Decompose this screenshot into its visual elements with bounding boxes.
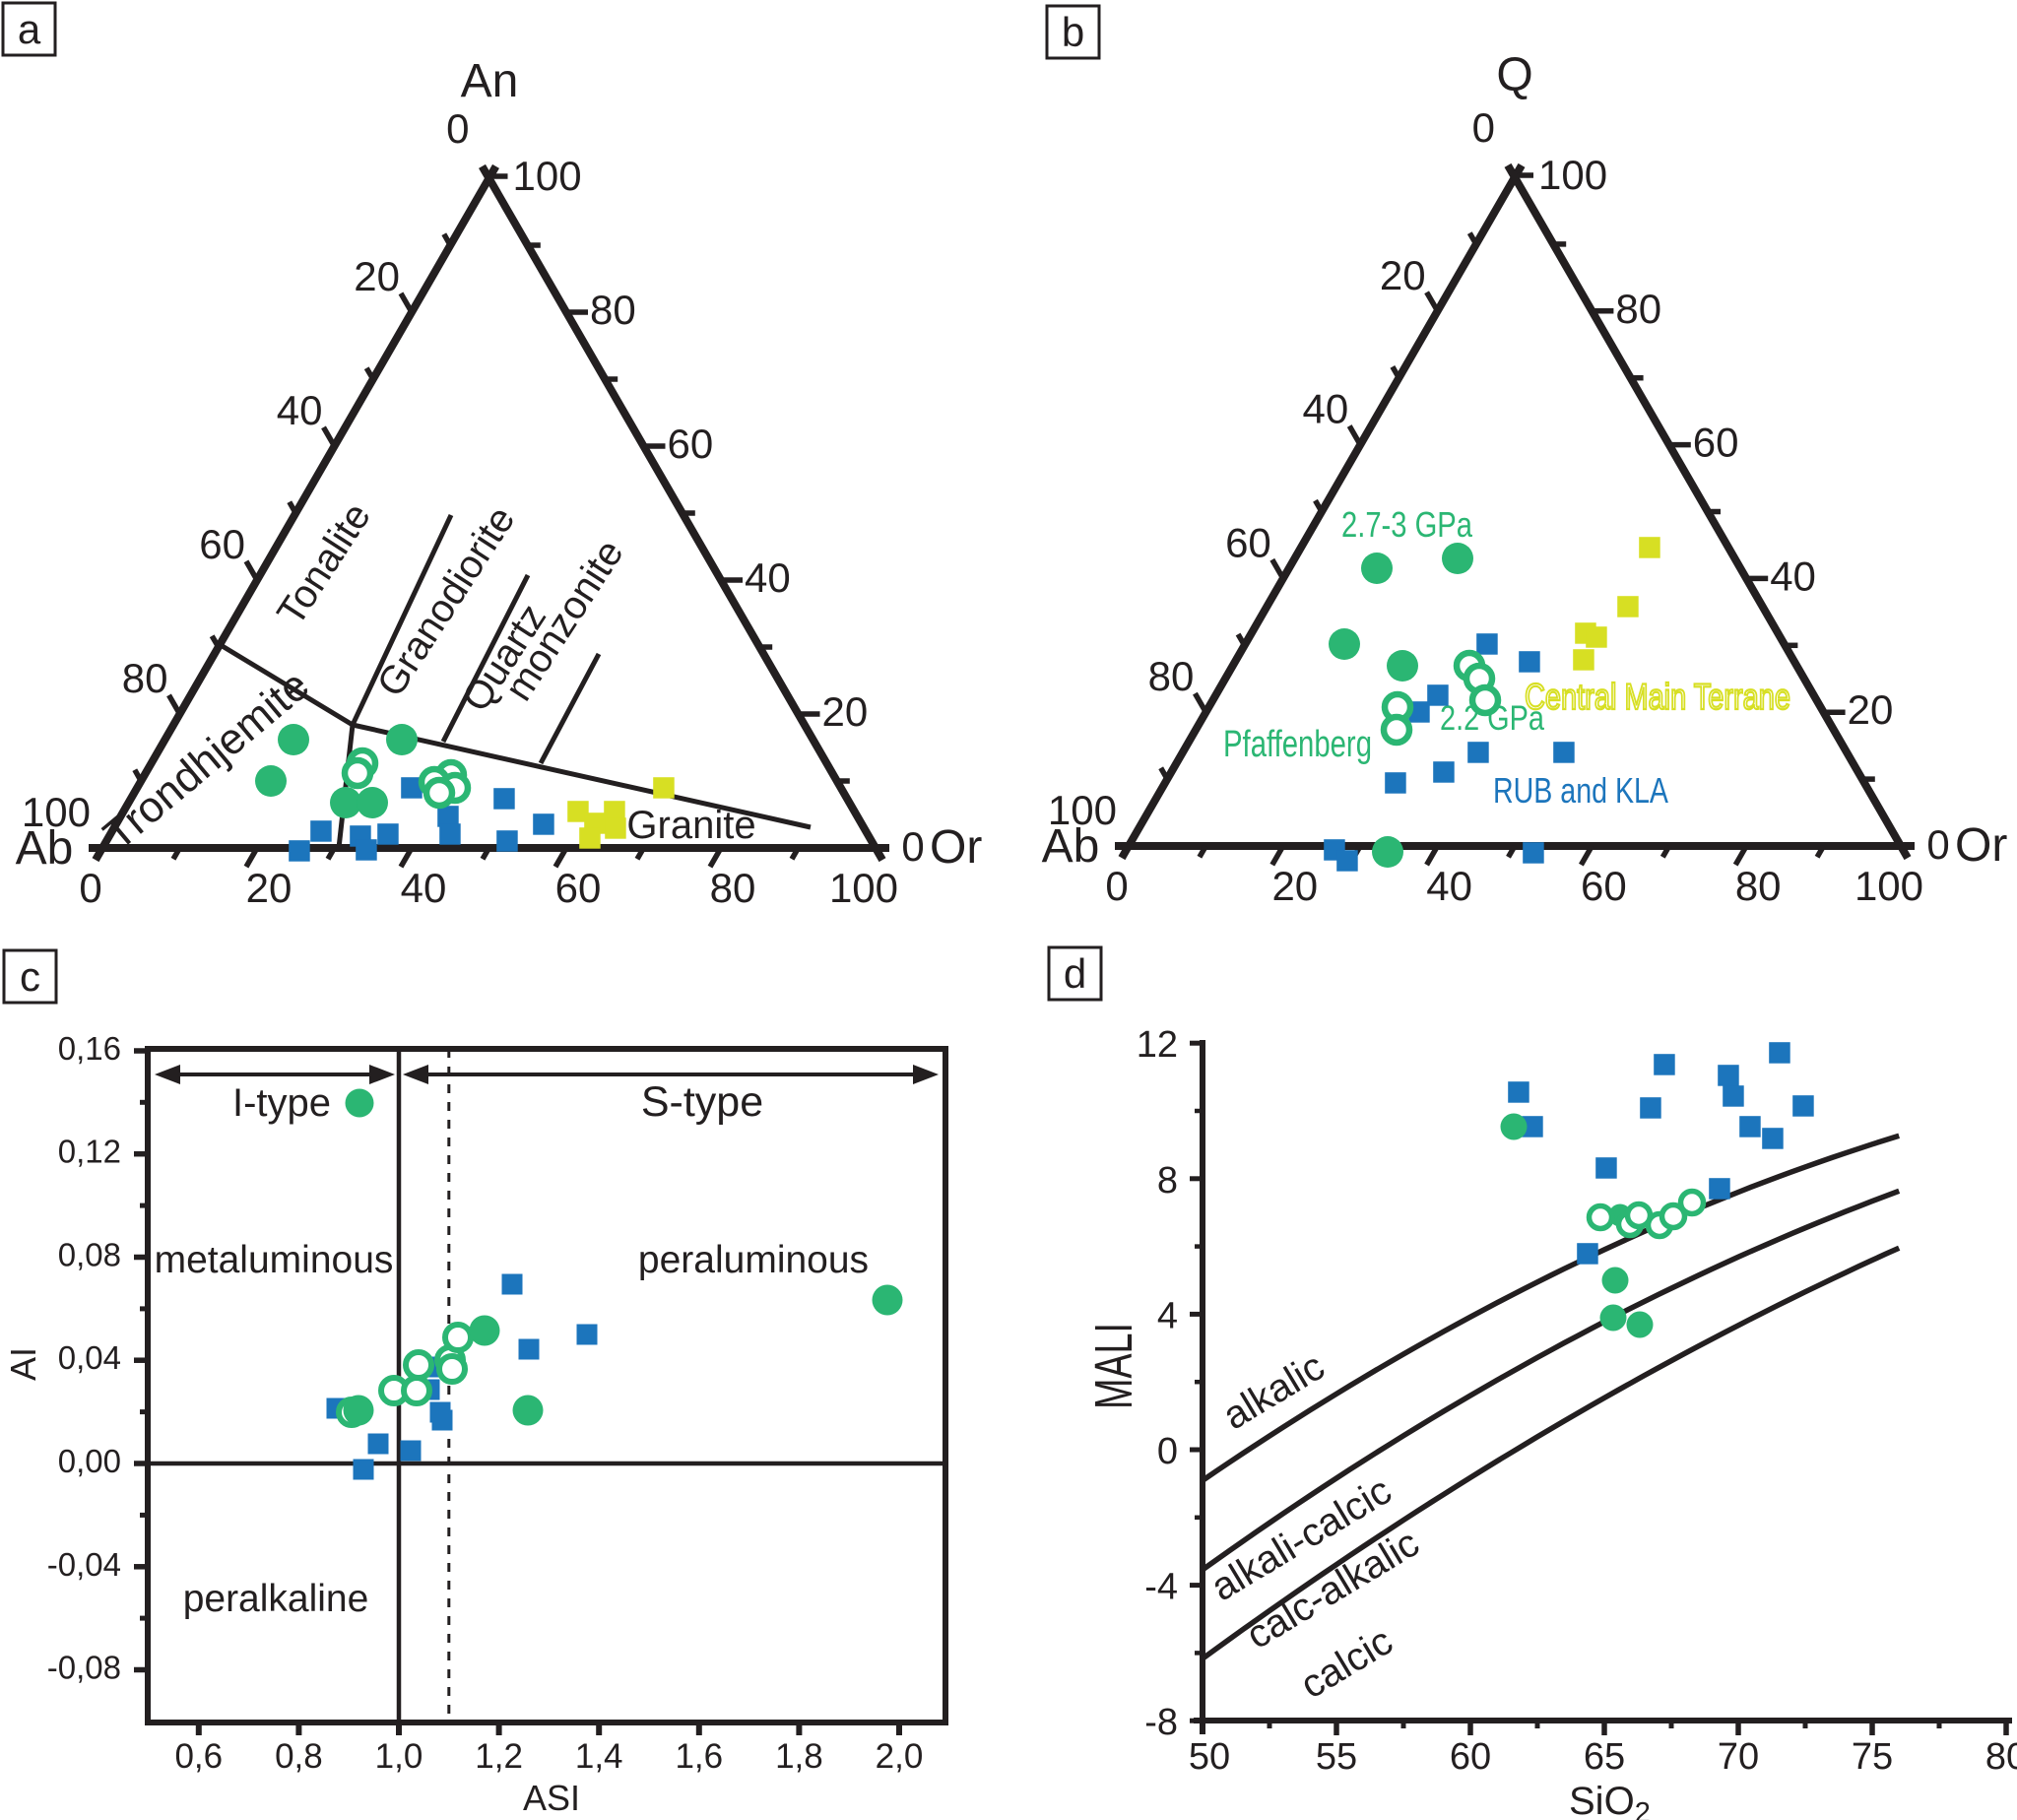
svg-text:RUB and KLA: RUB and KLA [1493, 770, 1668, 811]
svg-text:Central Main Terrane: Central Main Terrane [1525, 677, 1790, 717]
svg-text:8: 8 [1157, 1160, 1178, 1202]
svg-text:1,6: 1,6 [675, 1737, 723, 1776]
svg-text:80: 80 [1148, 653, 1195, 699]
svg-text:MALI: MALI [1084, 1323, 1143, 1409]
svg-text:0: 0 [1157, 1431, 1178, 1472]
svg-text:0: 0 [79, 865, 101, 911]
svg-text:0: 0 [1926, 821, 1949, 868]
svg-text:60: 60 [1581, 863, 1627, 909]
svg-text:ASI: ASI [523, 1778, 580, 1818]
svg-text:1,0: 1,0 [375, 1737, 423, 1776]
svg-text:60: 60 [668, 421, 714, 467]
svg-text:75: 75 [1852, 1736, 1893, 1778]
svg-text:Or: Or [1955, 819, 2007, 872]
svg-text:100: 100 [1538, 152, 1607, 198]
svg-text:Pfaffenberg: Pfaffenberg [1223, 724, 1372, 765]
svg-text:-4: -4 [1144, 1567, 1178, 1608]
svg-text:55: 55 [1316, 1736, 1357, 1778]
svg-text:100: 100 [1854, 863, 1923, 909]
svg-text:Ab: Ab [1042, 820, 1100, 873]
svg-text:1,2: 1,2 [475, 1737, 523, 1776]
svg-text:0,6: 0,6 [174, 1737, 223, 1776]
svg-text:d: d [1064, 950, 1086, 997]
svg-text:2,0: 2,0 [876, 1737, 924, 1776]
svg-text:-0,04: -0,04 [47, 1546, 121, 1583]
svg-text:60: 60 [199, 521, 245, 567]
svg-text:80: 80 [1735, 863, 1782, 909]
svg-text:0: 0 [1472, 104, 1495, 151]
svg-text:60: 60 [1693, 420, 1739, 466]
svg-text:50: 50 [1189, 1736, 1230, 1778]
svg-text:40: 40 [1302, 386, 1348, 432]
svg-text:Granite: Granite [626, 804, 755, 847]
svg-text:0,12: 0,12 [58, 1134, 121, 1170]
svg-text:60: 60 [1450, 1736, 1491, 1778]
svg-text:80: 80 [1615, 286, 1661, 332]
svg-text:80: 80 [122, 655, 168, 701]
svg-text:40: 40 [277, 387, 323, 433]
svg-text:20: 20 [1380, 252, 1426, 298]
svg-text:80: 80 [710, 865, 756, 911]
svg-text:0: 0 [1105, 863, 1128, 909]
svg-text:AI: AI [3, 1347, 43, 1381]
svg-text:20: 20 [246, 865, 293, 911]
svg-text:-8: -8 [1144, 1702, 1178, 1743]
svg-text:peralkaline: peralkaline [183, 1578, 369, 1620]
svg-text:4: 4 [1157, 1295, 1178, 1336]
svg-text:1,8: 1,8 [775, 1737, 823, 1776]
svg-text:An: An [461, 55, 519, 107]
svg-text:0,00: 0,00 [58, 1443, 121, 1479]
svg-text:40: 40 [745, 554, 791, 601]
svg-text:0,8: 0,8 [275, 1737, 323, 1776]
svg-text:60: 60 [1225, 519, 1271, 565]
svg-text:20: 20 [354, 253, 400, 299]
svg-text:S-type: S-type [641, 1078, 763, 1126]
svg-text:65: 65 [1584, 1736, 1625, 1778]
svg-text:1,4: 1,4 [575, 1737, 623, 1776]
svg-text:20: 20 [1271, 863, 1318, 909]
svg-text:70: 70 [1718, 1736, 1759, 1778]
svg-text:0,16: 0,16 [58, 1030, 121, 1067]
svg-text:20: 20 [1848, 686, 1894, 733]
svg-text:Or: Or [930, 821, 982, 874]
svg-text:12: 12 [1137, 1024, 1178, 1066]
svg-text:40: 40 [1426, 863, 1472, 909]
svg-text:0,04: 0,04 [58, 1339, 121, 1376]
svg-text:I-type: I-type [232, 1081, 331, 1125]
svg-text:metaluminous: metaluminous [155, 1239, 394, 1281]
svg-text:Ab: Ab [16, 822, 74, 875]
svg-text:100: 100 [1048, 787, 1117, 833]
svg-text:0: 0 [446, 105, 469, 152]
svg-text:peraluminous: peraluminous [638, 1239, 869, 1281]
svg-text:-0,08: -0,08 [47, 1650, 121, 1686]
svg-text:b: b [1062, 9, 1084, 55]
svg-text:80: 80 [1985, 1736, 2017, 1778]
svg-text:40: 40 [401, 865, 447, 911]
svg-text:100: 100 [22, 789, 91, 835]
svg-text:2.7-3 GPa: 2.7-3 GPa [1341, 504, 1473, 545]
svg-text:20: 20 [822, 688, 869, 735]
svg-text:100: 100 [513, 153, 582, 199]
svg-text:c: c [20, 953, 40, 1000]
svg-text:Q: Q [1496, 49, 1532, 101]
svg-text:0: 0 [901, 823, 924, 870]
svg-text:a: a [18, 6, 41, 52]
svg-text:100: 100 [829, 865, 898, 911]
svg-text:0,08: 0,08 [58, 1237, 121, 1273]
svg-text:80: 80 [590, 287, 636, 333]
svg-text:40: 40 [1770, 552, 1816, 599]
svg-text:60: 60 [555, 865, 602, 911]
